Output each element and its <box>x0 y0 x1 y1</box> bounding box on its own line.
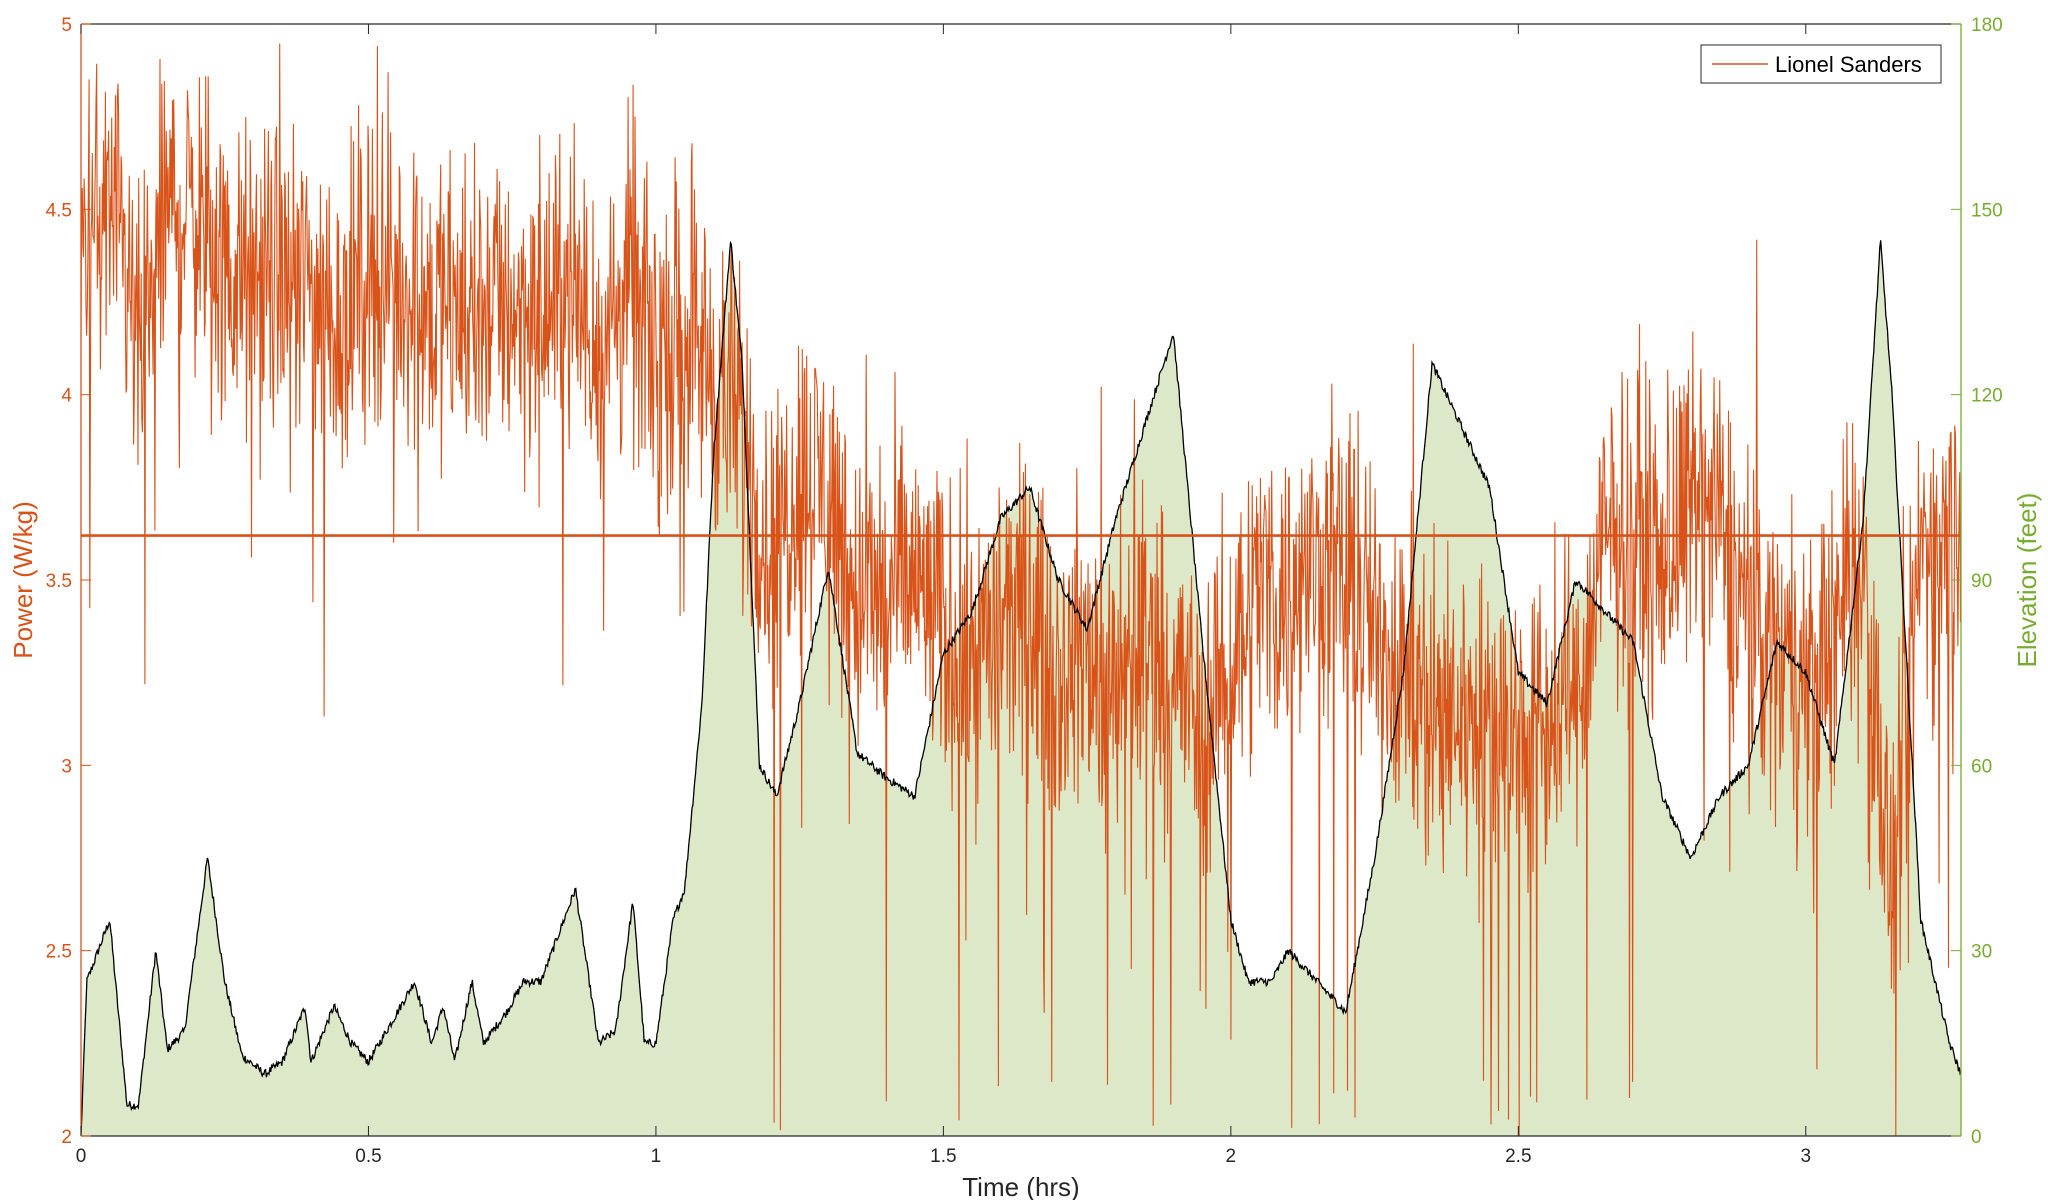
y-axis-right-label: Elevation (feet) <box>2012 493 2042 668</box>
elevation-series-line <box>81 240 1961 1135</box>
x-tick-label: 0.5 <box>355 1146 381 1167</box>
x-tick-label: 2.5 <box>1505 1146 1531 1167</box>
y-left-tick-label: 3.5 <box>46 571 72 592</box>
power-series-line <box>81 43 1961 1136</box>
plot-area <box>81 43 1961 1136</box>
y-right-tick-label: 120 <box>1971 386 2003 407</box>
y-right-tick-label: 60 <box>1971 756 1992 777</box>
x-axis-label: Time (hrs) <box>962 1172 1079 1200</box>
legend: Lionel Sanders <box>1700 44 1942 84</box>
y-left-tick-label: 2 <box>61 1127 72 1148</box>
x-tick-label: 3 <box>1800 1146 1811 1167</box>
y-axis-left-label: Power (W/kg) <box>8 501 38 658</box>
x-tick-label: 1.5 <box>930 1146 956 1167</box>
axis-ticks: 0 0.5 1 1.5 2 2.5 3 2 2.5 3 3.5 4 4.5 5 0 30 60 90 120 150 1… <box>46 15 2003 1167</box>
y-left-tick-label: 5 <box>61 15 72 36</box>
x-tick-label: 2 <box>1226 1146 1237 1167</box>
y-left-tick-label: 3 <box>61 756 72 777</box>
y-left-tick-label: 4 <box>61 386 72 407</box>
y-right-tick-label: 90 <box>1971 571 1992 592</box>
y-right-tick-label: 150 <box>1971 200 2003 221</box>
y-right-tick-label: 180 <box>1971 15 2003 36</box>
y-left-tick-label: 2.5 <box>46 942 72 963</box>
x-tick-label: 0 <box>76 1146 87 1167</box>
x-tick-label: 1 <box>651 1146 662 1167</box>
y-right-tick-label: 0 <box>1971 1127 1982 1148</box>
legend-entry-lionel-sanders: Lionel Sanders <box>1775 52 1922 77</box>
y-right-tick-label: 30 <box>1971 942 1992 963</box>
y-left-tick-label: 4.5 <box>46 200 72 221</box>
